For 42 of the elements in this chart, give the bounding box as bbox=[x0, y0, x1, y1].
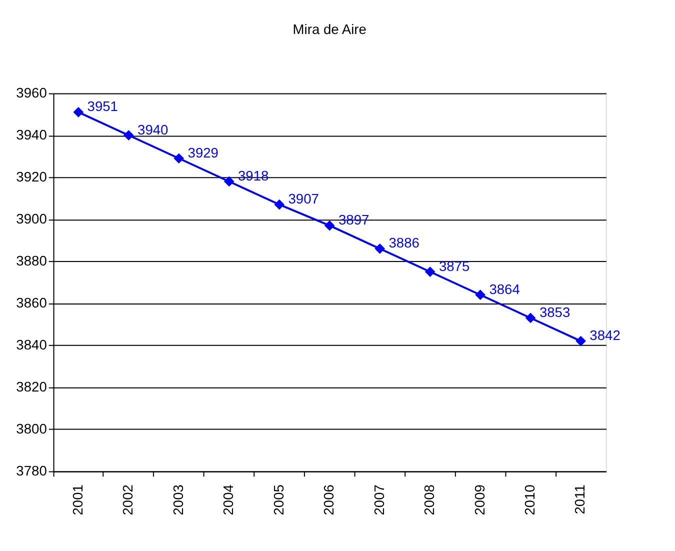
point bbox=[525, 312, 536, 324]
data-label: 3886 bbox=[388, 234, 420, 251]
point bbox=[424, 266, 436, 277]
chart-title: Mira de Aire bbox=[292, 21, 367, 38]
x-tick-label: 2007 bbox=[370, 484, 387, 516]
y-tick-label: 3780 bbox=[16, 462, 48, 479]
y-tick-label: 3940 bbox=[16, 126, 48, 143]
data-label: 3853 bbox=[539, 304, 570, 320]
data-label: 3842 bbox=[590, 327, 620, 344]
point bbox=[174, 153, 184, 164]
point bbox=[224, 176, 234, 187]
y-tick-label: 3900 bbox=[16, 210, 48, 227]
x-tick-label: 2002 bbox=[120, 484, 136, 516]
x-tick-label: 2006 bbox=[320, 484, 337, 516]
data-label: 3951 bbox=[87, 98, 118, 114]
x-tick-label: 2005 bbox=[270, 484, 286, 516]
x-tick-label: 2010 bbox=[522, 484, 538, 516]
x-tick-label: 2004 bbox=[220, 484, 236, 516]
data-label: 3907 bbox=[288, 190, 319, 207]
x-tick-label: 2003 bbox=[170, 484, 186, 516]
x-tick-label: 2009 bbox=[471, 484, 488, 516]
y-tick-label: 3820 bbox=[16, 378, 48, 395]
y-tick-label: 3800 bbox=[16, 420, 48, 437]
data-label: 3864 bbox=[489, 280, 520, 297]
point bbox=[374, 243, 386, 254]
point bbox=[123, 130, 134, 140]
y-tick-label: 3960 bbox=[16, 84, 48, 101]
point bbox=[274, 199, 285, 210]
data-label: 3940 bbox=[138, 121, 169, 138]
data-label: 3875 bbox=[438, 258, 470, 274]
point bbox=[576, 336, 586, 346]
x-tick-label: 2008 bbox=[421, 484, 438, 516]
data-label: 3929 bbox=[188, 144, 219, 160]
x-tick-label: 2011 bbox=[572, 484, 588, 514]
y-tick-label: 3860 bbox=[16, 294, 48, 311]
point bbox=[475, 290, 486, 300]
point bbox=[324, 220, 335, 231]
point bbox=[73, 107, 84, 118]
x-tick-label: 2001 bbox=[69, 484, 86, 516]
y-tick-label: 3880 bbox=[16, 252, 48, 269]
y-tick-label: 3920 bbox=[16, 168, 48, 185]
y-tick-label: 3840 bbox=[16, 336, 48, 353]
